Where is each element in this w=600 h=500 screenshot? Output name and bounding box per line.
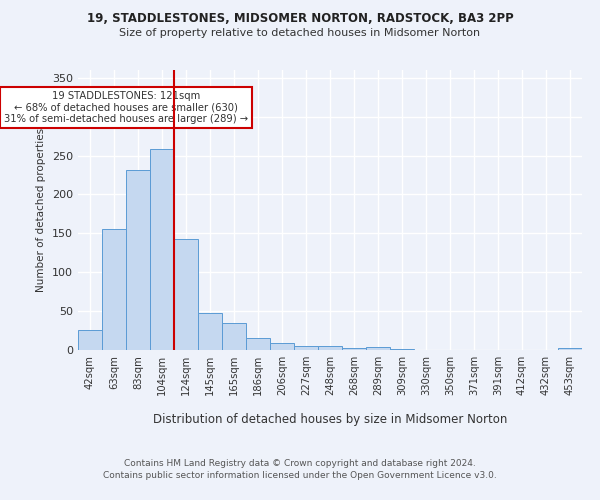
- Bar: [198, 312, 222, 350]
- Bar: [150, 150, 174, 350]
- Bar: [558, 348, 582, 350]
- Bar: [126, 170, 150, 350]
- Bar: [270, 343, 294, 350]
- Text: Size of property relative to detached houses in Midsomer Norton: Size of property relative to detached ho…: [119, 28, 481, 38]
- Bar: [294, 346, 318, 350]
- Text: 19, STADDLESTONES, MIDSOMER NORTON, RADSTOCK, BA3 2PP: 19, STADDLESTONES, MIDSOMER NORTON, RADS…: [86, 12, 514, 26]
- Bar: [222, 323, 246, 350]
- Bar: [366, 347, 390, 350]
- Text: Contains HM Land Registry data © Crown copyright and database right 2024.
Contai: Contains HM Land Registry data © Crown c…: [103, 458, 497, 480]
- Text: Distribution of detached houses by size in Midsomer Norton: Distribution of detached houses by size …: [153, 412, 507, 426]
- Bar: [342, 348, 366, 350]
- Bar: [174, 239, 198, 350]
- Bar: [318, 346, 342, 350]
- Bar: [246, 338, 270, 350]
- Bar: [78, 330, 102, 350]
- Bar: [102, 230, 126, 350]
- Bar: [390, 349, 414, 350]
- Y-axis label: Number of detached properties: Number of detached properties: [37, 128, 46, 292]
- Text: 19 STADDLESTONES: 121sqm
← 68% of detached houses are smaller (630)
31% of semi-: 19 STADDLESTONES: 121sqm ← 68% of detach…: [4, 91, 248, 124]
